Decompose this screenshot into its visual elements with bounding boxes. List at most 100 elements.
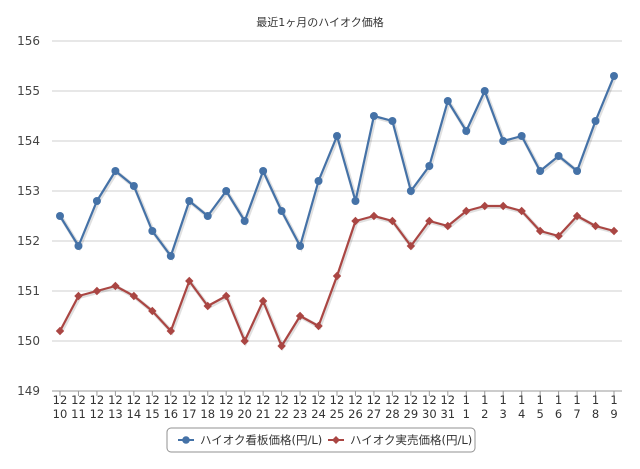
data-point[interactable] — [572, 211, 582, 221]
data-point[interactable] — [185, 197, 194, 205]
data-point[interactable] — [517, 206, 526, 216]
x-tick-month: 1 — [500, 393, 507, 407]
data-point[interactable] — [111, 167, 120, 175]
data-point[interactable] — [480, 87, 489, 95]
x-tick-day: 15 — [145, 407, 160, 421]
x-tick-month: 12 — [404, 393, 419, 407]
data-point[interactable] — [258, 296, 268, 306]
data-point[interactable] — [591, 221, 600, 231]
x-tick-day: 25 — [330, 407, 345, 421]
data-point[interactable] — [74, 242, 83, 250]
data-point[interactable] — [425, 216, 434, 226]
x-tick-month: 12 — [182, 393, 197, 407]
data-point[interactable] — [333, 132, 341, 140]
data-point[interactable] — [314, 177, 323, 185]
data-point[interactable] — [406, 187, 415, 195]
x-tick-month: 12 — [256, 393, 271, 407]
x-tick-day: 11 — [71, 407, 86, 421]
data-point[interactable] — [240, 336, 249, 346]
legend-item-1[interactable]: ハイオク看板価格(円/L) — [178, 433, 322, 447]
data-point[interactable] — [111, 281, 120, 291]
data-point[interactable] — [517, 132, 526, 140]
data-point[interactable] — [295, 311, 305, 321]
data-point[interactable] — [388, 117, 397, 125]
data-point[interactable] — [277, 341, 286, 351]
legend-circle-marker — [182, 436, 190, 444]
data-point[interactable] — [351, 216, 360, 226]
data-point[interactable] — [499, 201, 508, 211]
data-point[interactable] — [443, 221, 452, 231]
data-point[interactable] — [129, 182, 138, 190]
data-point[interactable] — [56, 212, 64, 220]
data-point[interactable] — [314, 321, 323, 331]
x-tick-day: 26 — [348, 407, 363, 421]
x-tick-day: 9 — [610, 407, 617, 421]
x-tick-month: 12 — [385, 393, 400, 407]
data-point[interactable] — [499, 137, 508, 145]
x-tick-month: 1 — [463, 393, 470, 407]
data-point[interactable] — [166, 326, 175, 336]
x-tick-month: 12 — [293, 393, 308, 407]
data-point[interactable] — [573, 167, 582, 175]
data-point[interactable] — [74, 291, 83, 301]
data-point[interactable] — [166, 252, 175, 260]
data-point[interactable] — [148, 306, 157, 316]
x-tick-day: 17 — [182, 407, 197, 421]
x-tick-day: 22 — [274, 407, 289, 421]
legend-item-2[interactable]: ハイオク実売価格(円/L) — [328, 433, 472, 447]
data-point[interactable] — [222, 187, 231, 195]
chart-title: 最近1ヶ月のハイオク価格 — [256, 15, 384, 29]
legend-diamond-marker — [332, 436, 340, 444]
data-point[interactable] — [129, 291, 139, 301]
data-point[interactable] — [240, 217, 249, 225]
data-point[interactable] — [92, 286, 102, 296]
data-point[interactable] — [462, 206, 471, 216]
x-tick-day: 21 — [256, 407, 271, 421]
data-point[interactable] — [480, 201, 489, 211]
legend-label: ハイオク看板価格(円/L) — [200, 433, 322, 447]
data-point[interactable] — [443, 97, 452, 105]
data-point[interactable] — [591, 117, 600, 125]
x-tick-month: 1 — [518, 393, 525, 407]
data-point[interactable] — [406, 241, 416, 251]
data-point[interactable] — [203, 212, 212, 220]
x-tick-month: 12 — [53, 393, 68, 407]
series-2 — [55, 201, 619, 352]
legend: ハイオク看板価格(円/L) ハイオク実売価格(円/L) — [166, 427, 476, 453]
data-point[interactable] — [425, 162, 434, 170]
x-tick-month: 12 — [71, 393, 86, 407]
data-point[interactable] — [277, 207, 286, 215]
data-point[interactable] — [369, 112, 378, 120]
data-point[interactable] — [92, 197, 101, 205]
data-point[interactable] — [369, 211, 379, 221]
data-point[interactable] — [203, 301, 212, 311]
data-point[interactable] — [332, 271, 342, 281]
data-point[interactable] — [148, 227, 157, 235]
x-tick-day: 29 — [404, 407, 419, 421]
data-point[interactable] — [554, 231, 563, 241]
data-point[interactable] — [259, 167, 268, 175]
x-tick-month: 12 — [274, 393, 289, 407]
data-point[interactable] — [351, 197, 360, 205]
data-point[interactable] — [536, 167, 545, 175]
data-point[interactable] — [610, 72, 618, 80]
data-point[interactable] — [185, 276, 194, 286]
data-point[interactable] — [222, 291, 231, 301]
data-point[interactable] — [609, 226, 619, 236]
data-point[interactable] — [462, 127, 471, 135]
y-axis: 149 150 151 152 153 154 155 156 — [17, 34, 40, 398]
x-tick-day: 20 — [237, 407, 252, 421]
x-tick-day: 8 — [592, 407, 599, 421]
x-tick-day: 2 — [481, 407, 488, 421]
y-tick-label: 152 — [17, 234, 40, 248]
data-point[interactable] — [388, 216, 397, 226]
y-tick-label: 156 — [17, 34, 40, 48]
x-tick-day: 4 — [518, 407, 525, 421]
data-point[interactable] — [554, 152, 563, 160]
data-point[interactable] — [296, 242, 305, 250]
x-tick-day: 19 — [219, 407, 234, 421]
y-tick-label: 150 — [17, 334, 40, 348]
data-point[interactable] — [535, 226, 545, 236]
data-point[interactable] — [55, 326, 65, 336]
y-tick-label: 155 — [17, 84, 40, 98]
